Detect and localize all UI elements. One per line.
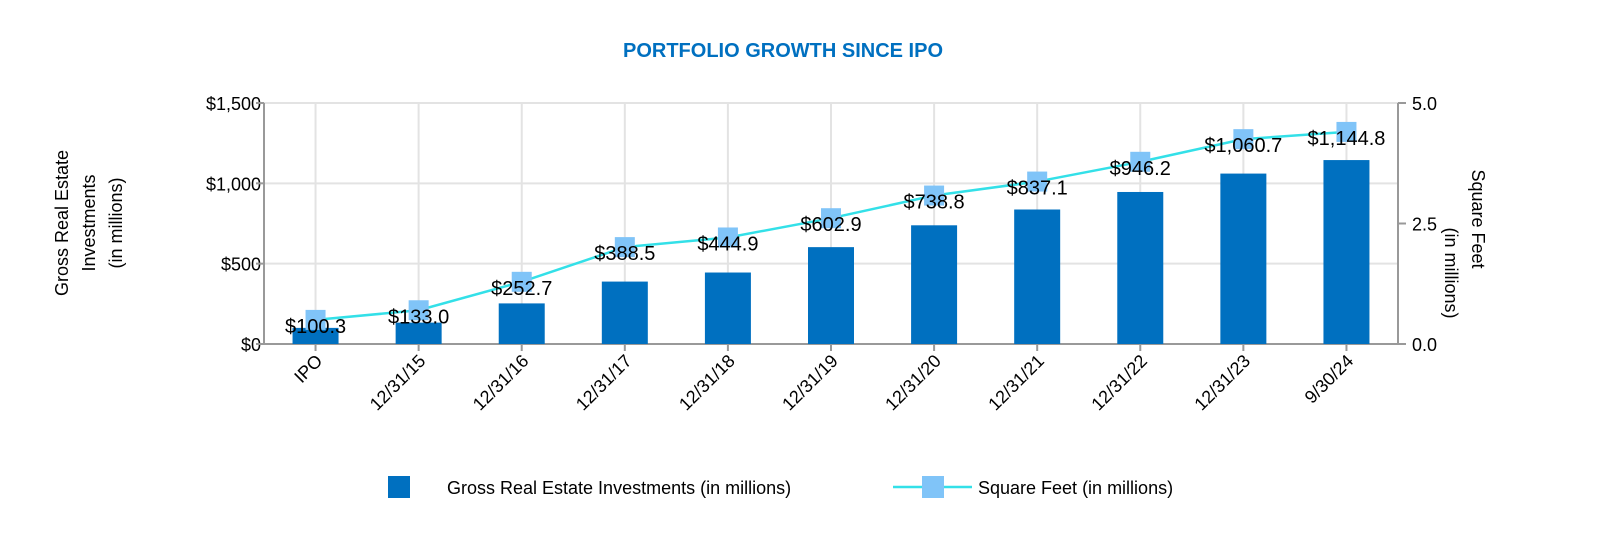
x-tick-label: 12/31/23 [1190, 351, 1254, 415]
x-tick-label: 12/31/21 [984, 351, 1048, 415]
bar-gross-real-estate [1220, 173, 1267, 344]
legend-label-bar: Gross Real Estate Investments (in millio… [447, 478, 791, 498]
y-axis-label-left: (in millions) [106, 177, 126, 268]
bar-gross-real-estate [808, 247, 854, 344]
y-tick-left: $0 [241, 335, 261, 355]
bar-gross-real-estate [1014, 209, 1061, 344]
marker-square-feet [408, 300, 429, 321]
bar-gross-real-estate [292, 327, 339, 344]
bar-gross-real-estate [911, 225, 958, 344]
marker-square-feet [821, 208, 841, 229]
y-axis-label-right: (in millions) [1441, 227, 1461, 318]
data-label: $602.9 [800, 214, 861, 236]
data-label: $100.3 [285, 316, 346, 338]
legend-swatch-marker [922, 476, 944, 498]
y-tick-left: $1,000 [206, 174, 261, 194]
x-tick-label: 12/31/15 [366, 351, 430, 415]
x-tick-label: 12/31/17 [572, 351, 636, 415]
marker-square-feet [1130, 151, 1151, 172]
data-label: $252.7 [491, 278, 552, 300]
bar-gross-real-estate [601, 281, 648, 344]
marker-square-feet [1336, 121, 1357, 142]
x-tick-label: 12/31/20 [881, 351, 945, 415]
marker-square-feet [1027, 171, 1048, 192]
x-tick-label: 12/31/22 [1087, 351, 1151, 415]
bar-gross-real-estate [1117, 191, 1164, 344]
marker-square-feet [305, 309, 326, 330]
y-tick-right: 0.0 [1412, 335, 1437, 355]
y-tick-left: $1,500 [206, 94, 261, 114]
marker-square-feet [1233, 129, 1254, 150]
y-tick-right: 5.0 [1412, 94, 1437, 114]
marker-square-feet [614, 237, 635, 258]
legend-swatch-bar [388, 476, 410, 498]
data-label: $444.9 [697, 233, 758, 255]
data-label: $133.0 [388, 306, 449, 328]
data-label: $1,060.7 [1204, 135, 1282, 157]
bar-gross-real-estate [395, 322, 442, 344]
bar-gross-real-estate [1323, 160, 1370, 344]
chart-title: PORTFOLIO GROWTH SINCE IPO [623, 40, 943, 62]
data-label: $837.1 [1007, 178, 1068, 200]
y-tick-left: $500 [221, 255, 261, 275]
marker-square-feet [511, 271, 532, 292]
x-tick-label: IPO [290, 351, 326, 387]
x-tick-label: 9/30/24 [1301, 351, 1358, 408]
x-tick-label: 12/31/18 [675, 351, 739, 415]
marker-square-feet [924, 185, 945, 206]
data-label: $1,144.8 [1308, 128, 1386, 150]
legend-label-line: Square Feet (in millions) [978, 478, 1173, 498]
data-label: $946.2 [1110, 158, 1171, 180]
marker-square-feet [717, 227, 738, 248]
data-label: $738.8 [904, 192, 965, 214]
bar-gross-real-estate [498, 303, 545, 344]
bar-gross-real-estate [704, 272, 751, 344]
data-label: $388.5 [594, 243, 655, 265]
x-tick-label: 12/31/19 [778, 351, 842, 415]
y-axis-label-right: Square Feet [1468, 169, 1488, 268]
y-axis-label-left: Investments [79, 174, 99, 271]
y-tick-right: 2.5 [1412, 215, 1437, 235]
x-tick-label: 12/31/16 [469, 351, 533, 415]
y-axis-label-left: Gross Real Estate [52, 150, 72, 296]
